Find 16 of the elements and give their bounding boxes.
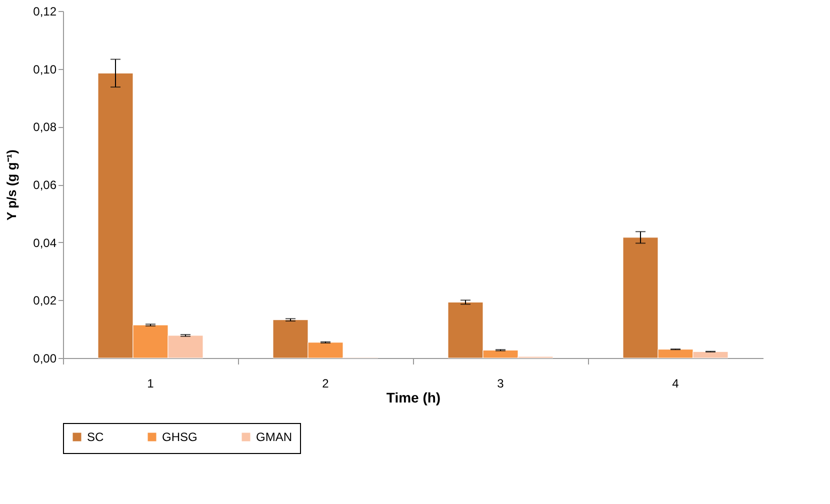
x-tick-label: 4: [672, 376, 680, 390]
x-tick-label: 1: [147, 376, 154, 390]
x-tick-label: 3: [497, 376, 504, 390]
y-tick-label: 0,08: [33, 120, 57, 134]
legend-label: GMAN: [256, 430, 292, 444]
x-tick-label: 2: [322, 376, 330, 390]
y-axis-title: Y p/s (g g⁻¹): [4, 150, 20, 220]
y-tick-label: 0,02: [33, 294, 57, 308]
y-tick-label: 0,10: [33, 62, 57, 76]
y-tick-label: 0,12: [33, 4, 57, 18]
y-tick-label: 0,00: [33, 352, 57, 366]
legend-label: GHSG: [162, 430, 198, 444]
x-axis-title: Time (h): [386, 390, 441, 406]
y-tick-label: 0,06: [33, 178, 57, 192]
legend-label: SC: [87, 430, 104, 444]
y-tick-label: 0,04: [33, 236, 57, 250]
